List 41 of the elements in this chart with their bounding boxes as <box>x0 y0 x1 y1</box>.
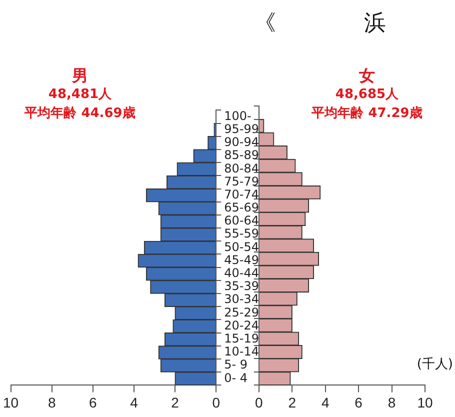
y-tick-label: 0- 4 <box>224 370 248 385</box>
x-tick-label: 10 <box>2 394 19 410</box>
y-tick-label: 65-69 <box>224 200 260 215</box>
chart-title: 《 浜 <box>253 10 387 38</box>
text: 48,685人 <box>334 86 400 104</box>
x-tick-label: 8 <box>48 394 56 410</box>
y-tick-label: 55-59 <box>224 226 260 241</box>
x-tick-label: 6 <box>354 394 363 410</box>
x-tick-label: 0 <box>212 394 220 410</box>
y-tick-label: 40-44 <box>224 266 260 280</box>
x-axis-title: (千人) <box>416 356 453 373</box>
x-tick-label: 2 <box>171 394 180 410</box>
x-tick-label: 0 <box>254 394 263 410</box>
y-tick-label: 15-19 <box>224 331 260 346</box>
x-tick-label: 10 <box>417 394 433 410</box>
y-tick-label: 60-64 <box>224 214 260 228</box>
y-tick-label: 85-89 <box>224 148 260 162</box>
y-tick-label: 5- 9 <box>224 358 248 372</box>
y-tick-label: 90-94 <box>224 135 260 150</box>
x-tick-label: 4 <box>130 394 138 410</box>
y-tick-label: 35-39 <box>224 279 260 294</box>
annotation: 平均年齢 47.29歳 <box>310 105 424 123</box>
x-tick-label: 8 <box>388 394 396 410</box>
text: 女 <box>358 66 376 85</box>
y-tick-label: 10-14 <box>224 344 260 359</box>
x-tick-label: 6 <box>89 394 98 410</box>
y-tick-label: 95-99 <box>224 122 260 136</box>
text: 男 <box>70 66 89 85</box>
y-tick-label: 70-74 <box>224 187 260 202</box>
y-tick-label: 75-79 <box>224 174 260 188</box>
y-tick-label: 100- <box>224 108 252 123</box>
y-tick-label: 30-34 <box>224 292 260 306</box>
y-tick-label: 25-29 <box>224 305 260 320</box>
y-tick-label: 20-24 <box>224 318 260 332</box>
y-tick-label: 80-84 <box>224 161 260 176</box>
x-tick-label: 4 <box>321 394 330 410</box>
text: 48,481人 <box>47 86 113 104</box>
y-tick-label: 45-49 <box>224 252 260 267</box>
x-tick-label: 2 <box>288 394 296 410</box>
y-tick-label: 50-54 <box>224 240 260 254</box>
annotation: 平均年齢 44.69歳 <box>24 105 136 123</box>
